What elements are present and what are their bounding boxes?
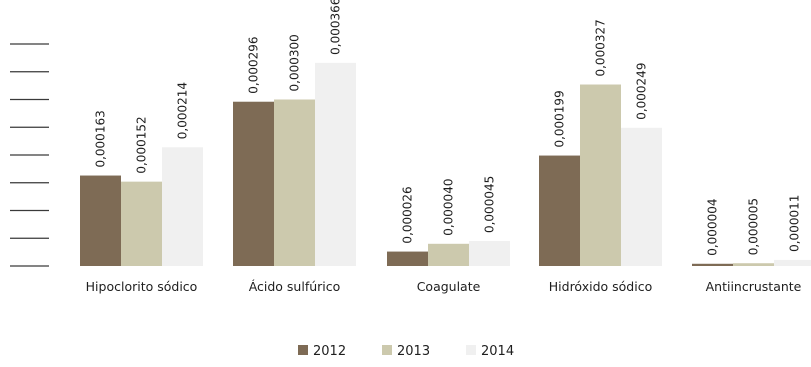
data-label: 0,000163 — [94, 110, 108, 167]
category-label: Ácido sulfúrico — [249, 279, 341, 294]
value-labels-group: 0,000163 0,000152 0,000214 0,000296 0,000300… — [94, 0, 802, 256]
bar — [121, 181, 162, 266]
bar — [580, 84, 621, 266]
bar — [539, 155, 580, 266]
data-label: 0,000214 — [176, 82, 190, 139]
legend-swatch — [382, 345, 392, 355]
data-label: 0,000152 — [135, 116, 149, 173]
category-label: Coagulate — [417, 279, 481, 294]
data-label: 0,000040 — [442, 179, 456, 236]
category-labels-group: Hipoclorito sódico Ácido sulfúrico Coagula… — [86, 279, 802, 294]
bar — [387, 251, 428, 266]
data-label: 0,000199 — [553, 90, 567, 147]
bar — [274, 99, 315, 266]
bar — [774, 259, 811, 266]
y-axis-ticks — [10, 43, 49, 267]
data-label: 0,000005 — [747, 198, 761, 255]
data-label: 0,000249 — [635, 63, 649, 120]
category-label: Hipoclorito sódico — [86, 279, 198, 294]
bars-group — [80, 62, 811, 267]
data-label: 0,000026 — [401, 186, 415, 243]
category-label: Hidróxido sódico — [549, 279, 652, 294]
bar — [469, 241, 510, 266]
data-label: 0,000366 — [329, 0, 343, 55]
bar — [315, 62, 356, 267]
bar — [428, 243, 469, 266]
data-label: 0,000004 — [706, 199, 720, 256]
data-label: 0,000045 — [483, 176, 497, 233]
data-label: 0,000327 — [594, 19, 608, 76]
data-label: 0,000300 — [288, 34, 302, 91]
bar — [621, 127, 662, 267]
data-label: 0,000011 — [788, 195, 802, 252]
bar — [233, 101, 274, 266]
legend-label: 2013 — [397, 344, 430, 359]
bar — [733, 263, 774, 266]
legend-label: 2014 — [481, 344, 514, 359]
category-label: Antiincrustante — [706, 279, 802, 294]
bar — [692, 263, 733, 266]
bar — [80, 175, 121, 266]
legend-label: 2012 — [313, 344, 346, 359]
legend-swatch — [298, 345, 308, 355]
legend: 2012 2013 2014 — [298, 344, 514, 359]
legend-swatch — [466, 345, 476, 355]
data-label: 0,000296 — [247, 36, 261, 93]
bar — [162, 147, 203, 266]
